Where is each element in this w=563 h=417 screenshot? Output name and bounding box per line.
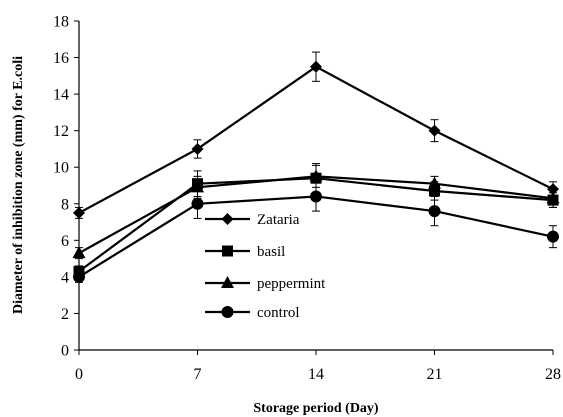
y-tick-label: 4 xyxy=(61,269,69,286)
data-point xyxy=(73,206,85,219)
x-tick-label: 21 xyxy=(427,366,443,383)
x-tick-label: 28 xyxy=(545,366,561,383)
series-peppermint xyxy=(72,164,560,260)
x-tick-label: 7 xyxy=(194,366,202,383)
y-tick-label: 18 xyxy=(53,14,69,31)
legend-item-control: control xyxy=(205,305,300,321)
y-tick-label: 14 xyxy=(53,87,69,104)
series-control xyxy=(73,181,559,283)
data-point xyxy=(310,60,322,73)
ticks: 0 2 4 6 8 10 12 14 16 18 0 7 14 21 28 xyxy=(53,14,561,384)
data-point xyxy=(547,230,559,243)
data-point xyxy=(428,176,441,189)
legend: Zataria basil peppermint control xyxy=(205,212,326,321)
series-layer xyxy=(72,51,560,283)
x-tick-label: 14 xyxy=(308,366,324,383)
data-point xyxy=(309,169,323,182)
legend-item-peppermint: peppermint xyxy=(205,276,326,292)
legend-item-basil: basil xyxy=(205,244,285,260)
y-tick-label: 16 xyxy=(53,50,69,67)
data-point xyxy=(72,246,86,259)
y-tick-label: 10 xyxy=(53,160,69,177)
legend-item-zataria: Zataria xyxy=(205,212,300,228)
x-axis-title: Storage period (Day) xyxy=(253,401,379,416)
legend-label: basil xyxy=(257,244,285,260)
data-point xyxy=(428,124,441,137)
y-axis-title: Diameter of inhibition zone (mm) for E.c… xyxy=(11,56,26,314)
legend-marker xyxy=(221,276,234,288)
data-point xyxy=(73,270,85,283)
data-point xyxy=(191,197,204,210)
legend-marker xyxy=(222,245,233,257)
legend-marker xyxy=(221,213,234,225)
legend-label: Zataria xyxy=(257,212,300,228)
data-point xyxy=(428,205,441,218)
x-tick-label: 0 xyxy=(75,366,83,383)
data-point xyxy=(191,142,204,155)
data-point xyxy=(546,191,560,204)
legend-label: control xyxy=(257,305,300,321)
data-point xyxy=(310,190,322,203)
legend-label: peppermint xyxy=(257,276,326,292)
legend-marker xyxy=(221,306,234,318)
y-tick-label: 0 xyxy=(61,343,69,360)
y-tick-label: 6 xyxy=(61,233,69,250)
y-tick-label: 12 xyxy=(53,123,69,140)
y-tick-label: 2 xyxy=(61,306,69,323)
y-tick-label: 8 xyxy=(61,196,69,213)
